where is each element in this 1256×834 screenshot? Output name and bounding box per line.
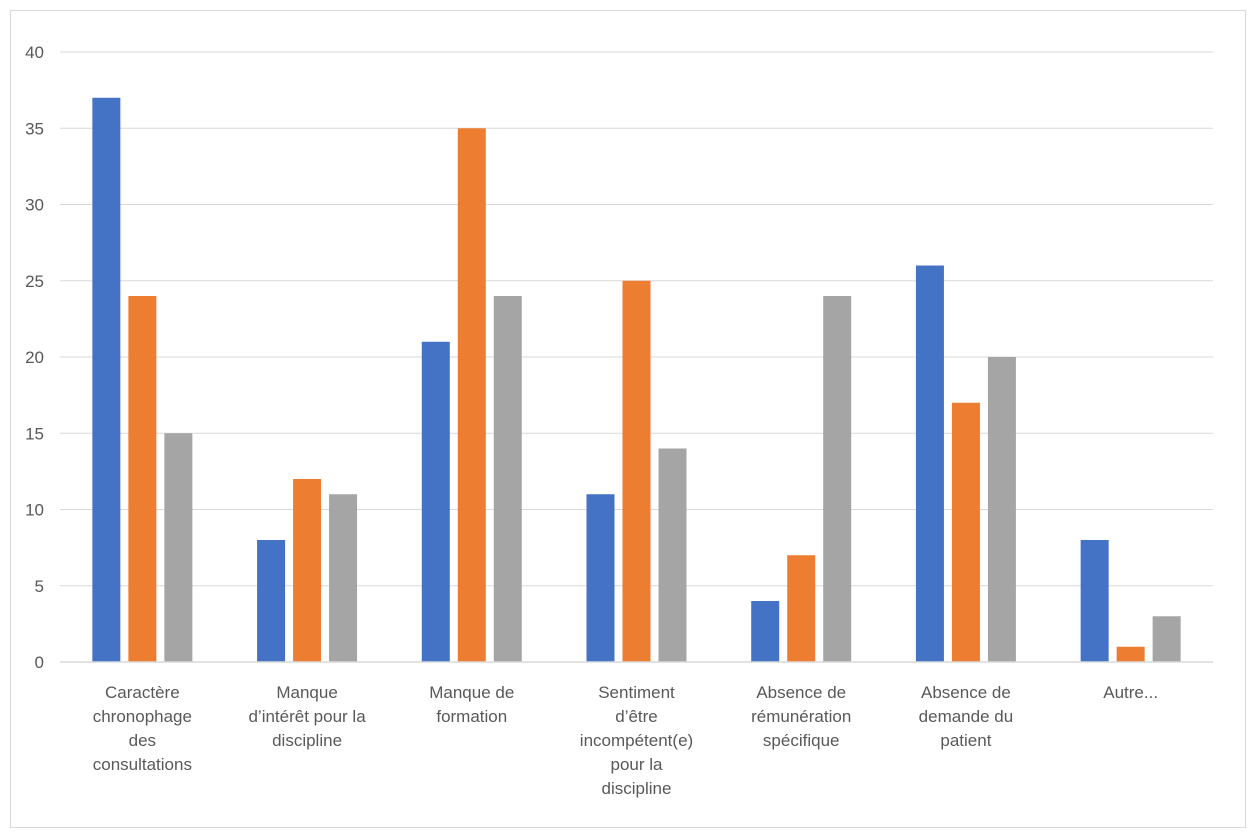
bar-series3-cat6	[987, 357, 1016, 662]
x-category-label-line: chronophage	[93, 707, 192, 726]
bar-series3-cat3	[493, 296, 522, 662]
bar-series1-cat2	[257, 540, 286, 662]
y-tick-label: 5	[35, 577, 44, 596]
y-tick-label: 30	[25, 196, 44, 215]
x-category-label: Autre...	[1103, 683, 1158, 702]
bar-series1-cat5	[751, 601, 780, 662]
bar-series2-cat3	[457, 128, 486, 662]
y-tick-label: 0	[35, 653, 44, 672]
x-category-label-line: Absence de	[756, 683, 846, 702]
x-category-label: Caractère chronophage des consultations	[93, 683, 192, 774]
bar-series2-cat5	[787, 555, 816, 662]
x-category-label-line: consultations	[93, 755, 192, 774]
x-category-label: Manque d’intérêt pour la discipline	[248, 683, 366, 750]
bar-series1-cat4	[586, 494, 615, 662]
x-category-label: Absence de rémunération spécifique	[751, 683, 851, 750]
x-category-label-line: pour la	[611, 755, 664, 774]
y-axis-ticks: 0 5 10 15 20 25 30 35 40	[25, 43, 44, 672]
x-category-label-line: demande du	[919, 707, 1014, 726]
x-category-label-line: Absence de	[921, 683, 1011, 702]
y-tick-label: 10	[25, 501, 44, 520]
x-category-label-line: Caractère	[105, 683, 180, 702]
x-category-label-line: spécifique	[763, 731, 840, 750]
bar-series3-cat2	[329, 494, 358, 662]
bar-series1-cat1	[92, 97, 121, 662]
y-tick-label: 25	[25, 272, 44, 291]
bar-series1-cat6	[915, 265, 944, 662]
bar-series2-cat1	[128, 296, 157, 662]
x-category-label-line: d’intérêt pour la	[248, 707, 366, 726]
x-category-label: Manque de formation	[429, 683, 514, 726]
y-tick-label: 15	[25, 424, 44, 443]
x-category-label-line: des	[129, 731, 156, 750]
bar-series3-cat1	[164, 433, 193, 662]
bar-series2-cat2	[293, 479, 322, 662]
bar-series2-cat4	[622, 280, 651, 662]
bar-series2-cat7	[1116, 646, 1145, 662]
bar-series3-cat7	[1152, 616, 1181, 662]
x-category-label-line: Manque de	[429, 683, 514, 702]
y-tick-label: 35	[25, 119, 44, 138]
x-category-label: Sentiment d’être incompétent(e) pour la disc…	[580, 683, 693, 798]
x-category-label-line: discipline	[602, 779, 672, 798]
x-category-label-line: discipline	[272, 731, 342, 750]
x-category-label-line: incompétent(e)	[580, 731, 693, 750]
x-category-label-line: patient	[940, 731, 991, 750]
x-category-label-line: Manque	[276, 683, 337, 702]
bar-series3-cat5	[823, 296, 852, 662]
x-axis-labels: Caractère chronophage des consultations Manq…	[93, 683, 1158, 798]
y-tick-label: 20	[25, 348, 44, 367]
bar-series1-cat7	[1080, 540, 1109, 662]
x-category-label: Absence de demande du patient	[919, 683, 1014, 750]
x-category-label-line: rémunération	[751, 707, 851, 726]
bar-series3-cat4	[658, 448, 687, 662]
x-category-label-line: d’être	[615, 707, 658, 726]
bars	[92, 97, 1181, 662]
y-tick-label: 40	[25, 43, 44, 62]
x-category-label-line: Sentiment	[598, 683, 675, 702]
x-category-label-line: formation	[436, 707, 507, 726]
bar-series1-cat3	[421, 341, 450, 662]
x-category-label-line: Autre...	[1103, 683, 1158, 702]
bar-series2-cat6	[951, 402, 980, 662]
